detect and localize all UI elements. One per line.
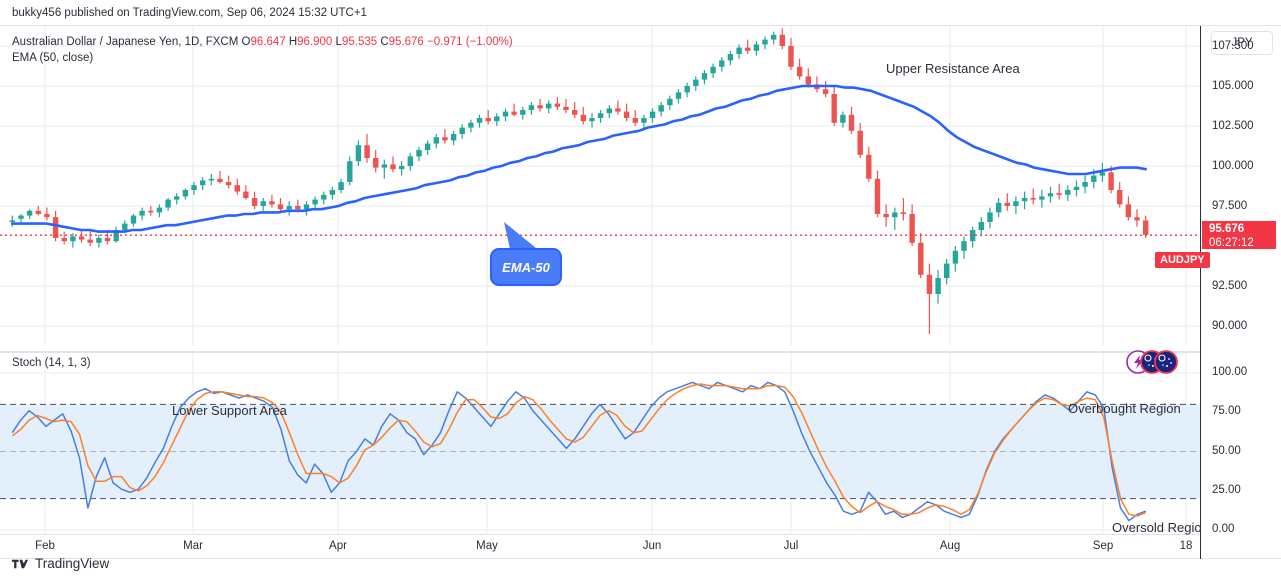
countdown-timer: 06:27:12 — [1209, 237, 1254, 250]
legend-high-value: 96.900 — [297, 36, 333, 48]
ema-legend: EMA (50, close) — [12, 52, 94, 64]
annotation-oversold: Oversold Region — [1112, 520, 1209, 535]
legend-close-value: 95.676 — [388, 36, 424, 48]
time-axis[interactable]: Feb Mar Apr May Jun Jul Aug Sep 18 — [0, 535, 1281, 559]
chart-frame: Australian Dollar / Japanese Yen, 1D, FX… — [0, 25, 1281, 536]
time-axis-separator — [1200, 535, 1201, 559]
price-axis-tick: 100.000 — [1212, 160, 1254, 172]
legend-symbol: Australian Dollar / Japanese Yen, 1D, FX… — [12, 36, 239, 48]
time-axis-tick: Mar — [183, 540, 203, 552]
legend-change-percent: (−1.00%) — [465, 36, 513, 48]
currency-label: JPY — [1231, 37, 1253, 49]
price-axis-tick: 90.000 — [1212, 320, 1248, 332]
stochastic-legend: Stoch (14, 1, 3) — [12, 357, 91, 369]
tradingview-logo-icon — [12, 559, 29, 568]
legend-open-value: 96.647 — [250, 36, 286, 48]
last-price-tag: 95.676 06:27:12 — [1202, 221, 1276, 250]
price-axis-tick: 102.500 — [1212, 120, 1254, 132]
price-legend: Australian Dollar / Japanese Yen, 1D, FX… — [12, 34, 513, 50]
ideas-flags-badge[interactable] — [1124, 349, 1180, 375]
stoch-axis-tick: 100.00 — [1212, 366, 1248, 378]
price-axis-tick: 107.500 — [1212, 40, 1254, 52]
stoch-axis-tick: 75.00 — [1212, 405, 1241, 418]
publisher-text: bukky456 published on TradingView.com, S… — [12, 6, 367, 19]
price-axis[interactable]: JPY 107.500 105.000 102.500 100.000 97.500 92… — [1200, 26, 1281, 536]
legend-close-label: C — [380, 36, 389, 48]
tradingview-brand-label: TradingView — [35, 556, 110, 571]
time-axis-tick: Apr — [329, 540, 347, 552]
stoch-series-pctD — [11, 383, 1146, 517]
price-chart-canvas — [0, 26, 1200, 346]
time-axis-tick: Feb — [35, 540, 55, 552]
time-axis-tick: Aug — [939, 540, 961, 552]
stochastic-chart-canvas — [0, 353, 1200, 536]
publisher-bar: bukky456 published on TradingView.com, S… — [0, 0, 1281, 25]
candlestick-series — [9, 28, 1149, 334]
time-axis-tick: Jun — [642, 540, 662, 552]
footer: TradingView — [0, 548, 1281, 579]
ema-callout-label: EMA-50 — [502, 259, 550, 275]
price-axis-tick: 97.500 — [1212, 200, 1248, 212]
legend-low-value: 95.535 — [341, 36, 378, 48]
last-price-value: 95.676 — [1209, 223, 1245, 236]
time-axis-tick: 18 — [1179, 540, 1193, 552]
stoch-axis-tick: 25.00 — [1212, 483, 1241, 496]
stoch-series-pctK — [11, 381, 1146, 522]
legend-low-label: L — [335, 36, 342, 48]
flag-nzd-icon — [1154, 350, 1178, 374]
currency-chip[interactable]: JPY — [1211, 31, 1273, 55]
price-axis-tick: 105.000 — [1212, 80, 1254, 92]
price-axis-tick: 92.500 — [1212, 280, 1248, 292]
time-axis-tick: May — [476, 540, 498, 552]
annotation-lower-support: Lower Support Area — [172, 403, 287, 418]
ema-50-line — [11, 84, 1147, 233]
lightning-bolt-icon — [1134, 355, 1143, 369]
price-pane[interactable]: Australian Dollar / Japanese Yen, 1D, FX… — [0, 26, 1200, 346]
legend-high-label: H — [288, 36, 298, 48]
legend-open-label: O — [241, 36, 251, 48]
stoch-axis-tick: 50.00 — [1212, 444, 1241, 457]
stoch-axis-tick: 0.00 — [1212, 523, 1235, 535]
time-axis-tick: Jul — [783, 540, 799, 552]
ema-callout: EMA-50 — [490, 248, 562, 286]
pane-divider — [0, 351, 1200, 352]
annotation-overbought: Overbought Region — [1068, 401, 1181, 416]
symbol-price-tag: AUDJPY — [1155, 252, 1210, 269]
time-axis-tick: Sep — [1092, 540, 1114, 552]
annotation-upper-resistance: Upper Resistance Area — [886, 61, 1020, 76]
legend-change: −0.971 — [427, 36, 463, 48]
stochastic-pane[interactable]: Stoch (14, 1, 3) Lower Support Area Over… — [0, 352, 1209, 536]
